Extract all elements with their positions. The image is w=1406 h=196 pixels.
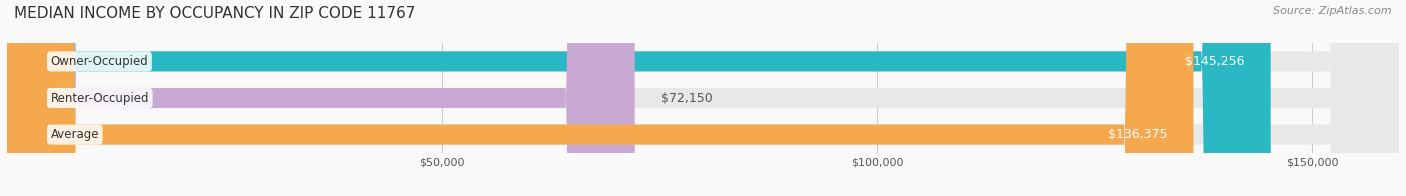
FancyBboxPatch shape: [7, 0, 1399, 196]
FancyBboxPatch shape: [7, 0, 634, 196]
Text: MEDIAN INCOME BY OCCUPANCY IN ZIP CODE 11767: MEDIAN INCOME BY OCCUPANCY IN ZIP CODE 1…: [14, 6, 415, 21]
Text: Renter-Occupied: Renter-Occupied: [51, 92, 149, 104]
Text: $136,375: $136,375: [1108, 128, 1167, 141]
FancyBboxPatch shape: [7, 0, 1399, 196]
Text: Source: ZipAtlas.com: Source: ZipAtlas.com: [1274, 6, 1392, 16]
Text: $72,150: $72,150: [661, 92, 713, 104]
Text: $145,256: $145,256: [1185, 55, 1244, 68]
FancyBboxPatch shape: [7, 0, 1271, 196]
Text: Average: Average: [51, 128, 98, 141]
FancyBboxPatch shape: [7, 0, 1194, 196]
Text: Owner-Occupied: Owner-Occupied: [51, 55, 148, 68]
FancyBboxPatch shape: [7, 0, 1399, 196]
